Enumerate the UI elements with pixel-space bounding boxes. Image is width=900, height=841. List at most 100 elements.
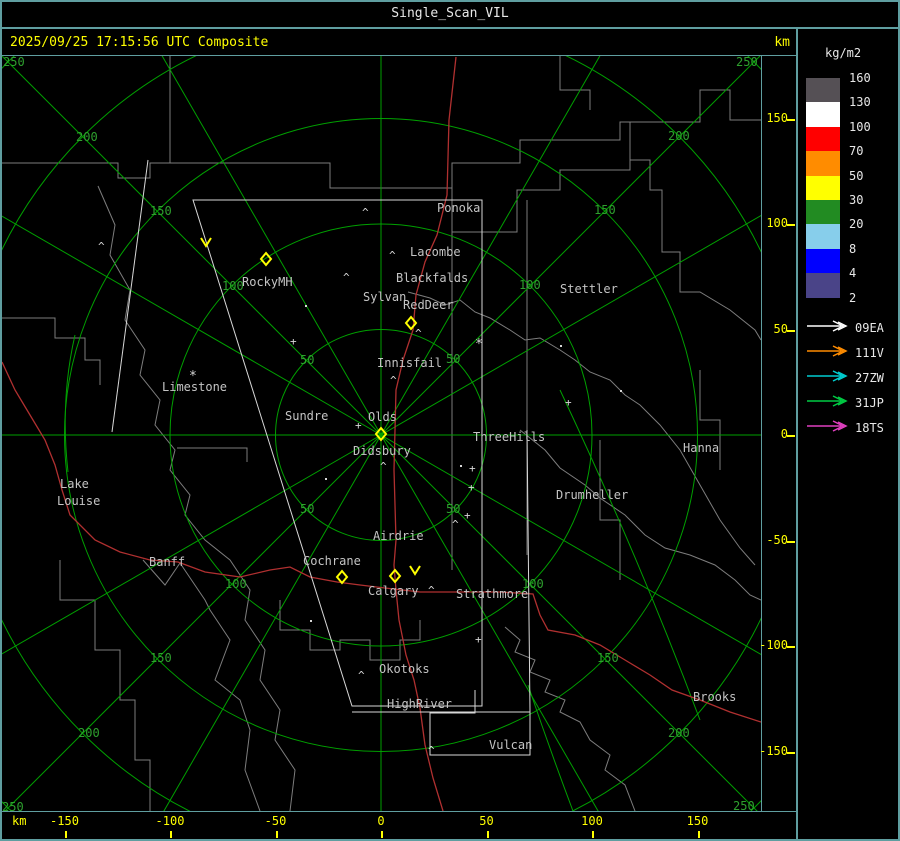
map-symbol-plus: + [565, 396, 572, 409]
legend-level-label: 8 [849, 241, 857, 256]
radial-line [380, 434, 599, 811]
city-label: Blackfalds [396, 271, 468, 285]
radial-line [2, 434, 382, 655]
bottom-axis-tick-label: 150 [686, 814, 709, 828]
map-symbol-caret: ^ [428, 744, 435, 757]
radial-line [380, 56, 601, 436]
station-legend-row: 31JP [803, 394, 900, 414]
town-dot-marker [620, 390, 622, 392]
radar-site-diamond [404, 315, 418, 331]
station-arrow-icon [807, 420, 848, 432]
bottom-axis-tick [592, 831, 594, 838]
town-dot-marker [305, 305, 307, 307]
city-label: Innisfail [377, 356, 442, 370]
right-axis-tick [787, 646, 795, 648]
radial-line [380, 56, 761, 436]
station-legend-row: 09EA [803, 319, 900, 339]
neighbor-radar-arcs [64, 334, 701, 811]
station-arrow-icon [807, 395, 848, 407]
city-label: Sylvan [363, 290, 406, 304]
right-axis-tick-label: -150 [759, 743, 788, 758]
city-label: Olds [368, 410, 397, 424]
radial-line [380, 215, 761, 436]
map-symbol-plus: + [290, 335, 297, 348]
legend-level-label: 4 [849, 266, 857, 281]
station-id-label: 18TS [855, 421, 884, 435]
legend-swatch [806, 273, 840, 298]
map-symbol-caret: ^ [428, 584, 435, 597]
radial-line [2, 215, 382, 436]
legend-level-label: 160 [849, 71, 871, 85]
city-label: Stettler [560, 282, 618, 296]
radar-site-diamond [374, 426, 388, 442]
radial-line [163, 434, 382, 811]
bottom-axis-tick [170, 831, 172, 838]
station-arrow-icon [807, 345, 848, 357]
titlebar-divider [0, 27, 900, 29]
city-label: Airdrie [373, 529, 424, 543]
city-label: RockyMH [242, 275, 293, 289]
ring-distance-label: 200 [668, 726, 690, 740]
county-boundary-lines [2, 56, 761, 811]
map-symbol-caret: ^ [390, 374, 397, 387]
map-symbol-caret: ^ [98, 240, 105, 253]
radar-site-diamond [388, 568, 402, 584]
radial-line [380, 434, 761, 655]
site-markers: ^ ^ ^ ^ ^ ^ ^ ^ ^ ^ ^ * * + + + + + + + [98, 206, 622, 757]
vertical-axis-unit: km [774, 35, 790, 50]
bottom-axis-tick [381, 831, 383, 838]
city-label: Strathmore [456, 587, 528, 601]
map-symbol-plus: + [468, 481, 475, 494]
bottom-axis-tick [697, 831, 700, 838]
station-arrow-icon [807, 320, 848, 332]
station-id-label: 31JP [855, 396, 884, 410]
map-symbol-caret: ^ [380, 460, 387, 473]
bottom-axis-tick-label: -100 [155, 814, 185, 828]
station-id-label: 09EA [855, 321, 884, 335]
radial-line [4, 434, 382, 811]
ring-distance-label: 150 [594, 203, 616, 217]
legend-level-label: 2 [849, 290, 857, 305]
map-symbol-plus: + [469, 462, 476, 475]
legend-swatch [806, 175, 840, 200]
city-label: Vulcan [489, 738, 532, 752]
city-label: Didsbury [353, 444, 411, 458]
city-label: Drumheller [556, 488, 628, 502]
ring-distance-label: 150 [150, 651, 172, 665]
ring-distance-label: 150 [597, 651, 619, 665]
map-bottom-border [0, 811, 797, 812]
city-label: ThreeHills [473, 430, 545, 444]
station-arrow-icon [807, 370, 848, 382]
ring-distance-label: 250 [733, 799, 755, 813]
ring-distance-label: 200 [78, 726, 100, 740]
ring-distance-label: 200 [76, 130, 98, 144]
city-label: Okotoks [379, 662, 430, 676]
town-dot-marker [460, 465, 462, 467]
map-symbol-plus: + [355, 419, 362, 432]
header-divider [0, 55, 797, 56]
highway-lines [2, 56, 761, 811]
bottom-axis-tick [275, 831, 278, 838]
legend-swatch [806, 151, 840, 176]
city-label: Louise [57, 494, 100, 508]
frame-bottom [0, 839, 900, 841]
map-symbol-star: * [189, 369, 197, 384]
map-symbol-caret: ^ [343, 271, 350, 284]
station-id-label: 27ZW [855, 371, 884, 385]
station-legend-row: 18TS [803, 419, 900, 439]
bottom-axis-tick [486, 831, 489, 838]
legend-swatch [806, 224, 840, 249]
right-axis-tick [787, 435, 795, 437]
map-symbol-plus: + [475, 633, 482, 646]
bottom-axis-tick-label: -150 [50, 814, 79, 828]
town-dot-marker [560, 345, 562, 347]
ring-distance-label: 250 [3, 55, 25, 69]
legend-unit-label: kg/m2 [825, 46, 862, 60]
ring-distance-label: 250 [2, 800, 24, 814]
right-axis-tick-label: 150 [766, 110, 788, 125]
ring-distance-label: 50 [446, 502, 460, 516]
map-symbol-plus: + [464, 509, 471, 522]
city-label: Cochrane [303, 554, 361, 568]
city-label: RedDeer [403, 298, 454, 312]
